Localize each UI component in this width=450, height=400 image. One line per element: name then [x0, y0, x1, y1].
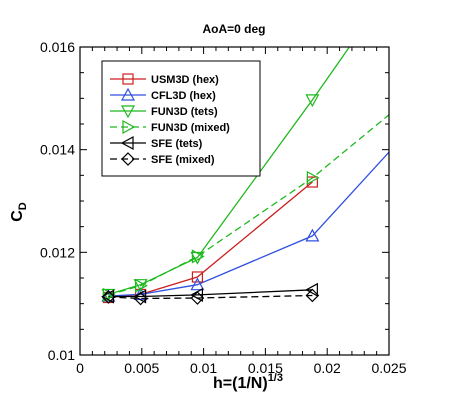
series-line-2 — [108, 47, 350, 296]
y-tick-label: 0.01 — [48, 347, 75, 363]
data-point-5 — [101, 290, 116, 304]
x-tick-label: 0.01 — [190, 360, 217, 376]
x-axis-title-main: h=(1/N) — [213, 375, 268, 392]
legend-label-3: FUN3D (mixed) — [151, 122, 230, 134]
legend-marker-5 — [121, 152, 135, 166]
x-tick-label: 0.015 — [248, 360, 283, 376]
legend-marker-2 — [120, 105, 136, 119]
legend-label-4: SFE (tets) — [151, 138, 203, 150]
x-axis-title: h=(1/N)1/3 — [213, 372, 283, 392]
marker-layer — [101, 94, 320, 306]
data-point-5 — [133, 291, 148, 306]
data-point-2 — [305, 94, 320, 108]
data-point-2 — [133, 279, 148, 292]
data-point-1 — [190, 277, 205, 291]
legend-label-2: FUN3D (tets) — [151, 106, 218, 118]
legend-marker-0 — [122, 73, 134, 85]
data-point-0 — [191, 271, 204, 283]
data-point-4 — [305, 282, 318, 297]
chart-title: AoA=0 deg — [202, 22, 265, 36]
legend-marker-3 — [122, 119, 136, 135]
x-tick-label: 0 — [76, 360, 84, 376]
series-line-1 — [108, 151, 389, 297]
y-tick-label: 0.012 — [40, 244, 75, 260]
data-point-5 — [190, 291, 205, 305]
data-point-3 — [306, 170, 320, 185]
legend-marker-1 — [120, 87, 136, 101]
y-tick-label: 0.014 — [40, 142, 75, 158]
x-axis-title-sup: 1/3 — [268, 372, 283, 384]
legend-label-1: CFL3D (hex) — [151, 90, 216, 102]
series-layer — [108, 47, 389, 300]
series-line-3 — [108, 114, 389, 296]
legend-label-0: USM3D (hex) — [151, 74, 219, 86]
y-axis-title: CD — [9, 202, 29, 222]
data-point-1 — [305, 228, 320, 242]
plot-frame — [79, 46, 390, 356]
data-point-3 — [134, 278, 148, 293]
legend-marker-4 — [120, 135, 134, 151]
series-line-4 — [108, 289, 313, 298]
axis-layer: 0 0.005 0.01 0.015 0.02 0.025 0.01 0.012 0.014 0.… — [40, 39, 407, 376]
legend: USM3D (hex) CFL3D (hex) FUN3D (tets) FUN3D … — [101, 60, 261, 177]
legend-label-5: SFE (mixed) — [151, 154, 215, 166]
x-tick-label: 0.02 — [314, 360, 341, 376]
legend-box — [101, 60, 261, 177]
y-axis-title-main: C — [9, 210, 26, 222]
data-point-3 — [191, 249, 205, 264]
y-axis-title-sub: D — [17, 202, 29, 210]
x-tick-label: 0.005 — [124, 360, 159, 376]
series-line-5 — [108, 294, 313, 300]
data-point-5 — [305, 288, 320, 303]
y-tick-label: 0.016 — [40, 39, 75, 55]
x-tick-label: 0.025 — [371, 360, 406, 376]
